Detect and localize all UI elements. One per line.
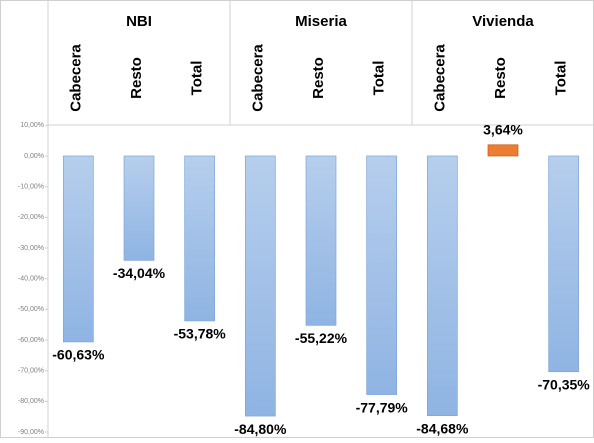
x-tick-label: Resto bbox=[128, 57, 145, 99]
x-tick-label: Resto bbox=[310, 57, 327, 99]
y-tick-label: -80,00% bbox=[18, 398, 44, 405]
bar bbox=[426, 155, 458, 417]
group-label: Miseria bbox=[295, 13, 347, 30]
value-label: -55,22% bbox=[295, 330, 348, 346]
x-tick-label: Total bbox=[189, 61, 206, 96]
y-tick-label: -60,00% bbox=[18, 337, 44, 344]
x-tick-label: Cabecera bbox=[431, 44, 448, 112]
y-tick-label: 10,00% bbox=[20, 122, 44, 129]
bar bbox=[305, 155, 337, 326]
group-label: NBI bbox=[126, 13, 152, 30]
bar bbox=[184, 155, 216, 322]
x-tick-label: Cabecera bbox=[67, 44, 84, 112]
bar bbox=[62, 155, 94, 343]
value-label: 3,64% bbox=[483, 122, 523, 138]
y-tick-label: -10,00% bbox=[18, 183, 44, 190]
x-tick-label: Total bbox=[371, 61, 388, 96]
y-tick-label: 0,00% bbox=[24, 153, 44, 160]
value-label: -84,68% bbox=[416, 420, 469, 436]
bar bbox=[366, 155, 398, 395]
group-label: Vivienda bbox=[472, 13, 534, 30]
bar bbox=[123, 155, 155, 261]
value-label: -34,04% bbox=[113, 265, 166, 281]
y-tick-label: -40,00% bbox=[18, 275, 44, 282]
x-tick-label: Total bbox=[553, 61, 570, 96]
y-tick-label: -30,00% bbox=[18, 245, 44, 252]
value-label: -70,35% bbox=[538, 376, 591, 392]
value-label: -60,63% bbox=[52, 347, 105, 363]
y-tick-label: -70,00% bbox=[18, 368, 44, 375]
x-tick-label: Cabecera bbox=[249, 44, 266, 112]
bar bbox=[548, 155, 580, 373]
value-label: -53,78% bbox=[174, 326, 227, 342]
value-label: -84,80% bbox=[234, 421, 287, 437]
x-tick-label: Resto bbox=[492, 57, 509, 99]
y-tick-label: -50,00% bbox=[18, 306, 44, 313]
y-tick-label: -90,00% bbox=[18, 429, 44, 436]
y-tick-label: -20,00% bbox=[18, 214, 44, 221]
value-label: -77,79% bbox=[356, 399, 409, 415]
bar bbox=[487, 144, 519, 157]
bar bbox=[244, 155, 276, 417]
